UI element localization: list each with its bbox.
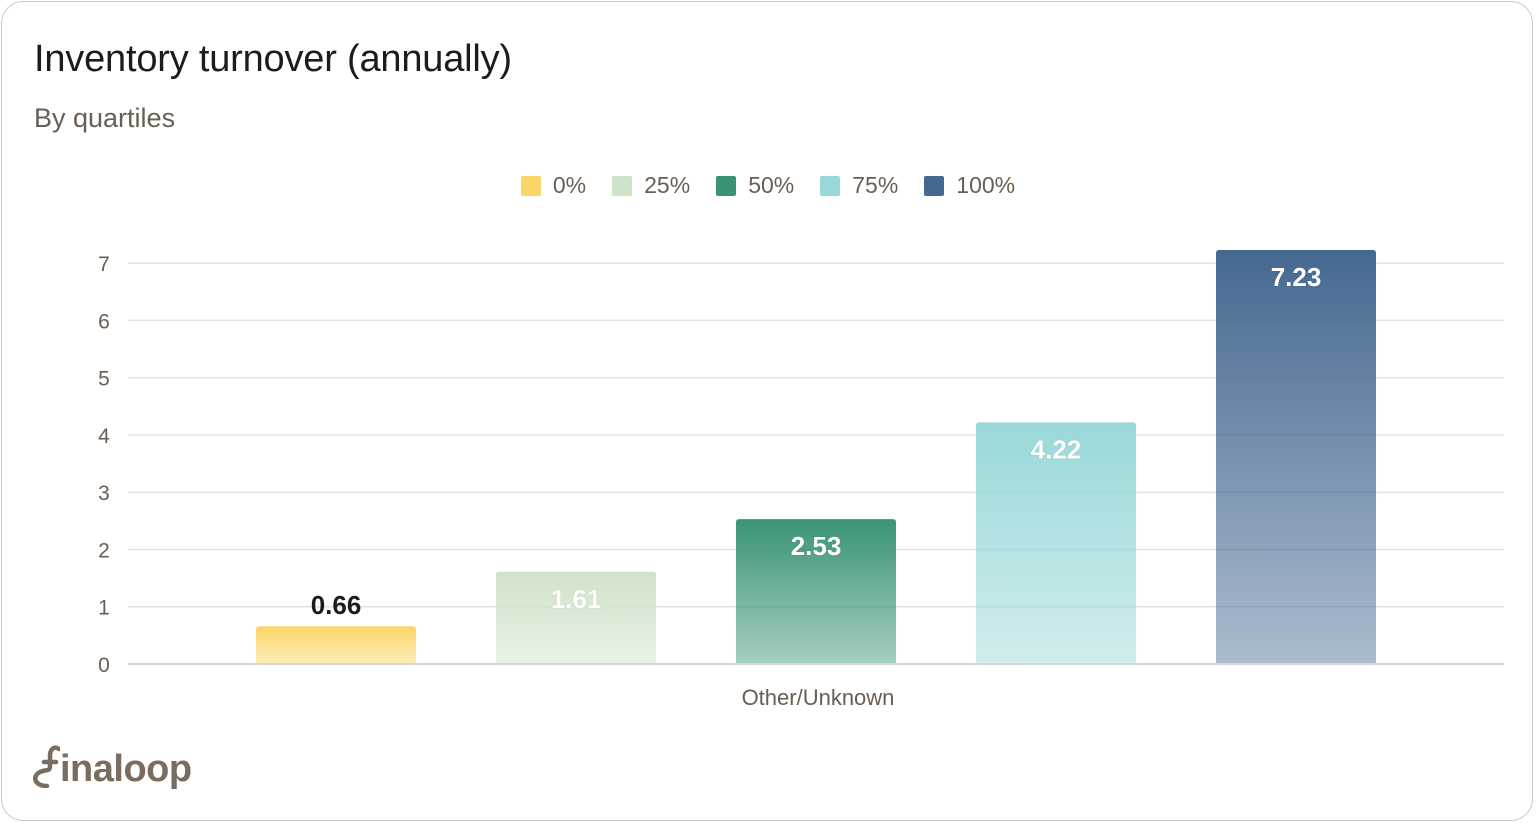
finaloop-logo: inaloop [30,742,192,788]
y-tick-label-5: 5 [98,368,110,391]
legend-swatch-0 [520,175,541,196]
legend-swatch-50 [716,175,737,196]
legend-item-25[interactable]: 25% [612,172,690,199]
legend-swatch-25 [612,175,633,196]
chart-title: Inventory turnover (annually) [34,38,512,80]
legend-label-50: 50% [748,172,795,198]
bar-0pct[interactable] [256,626,416,664]
data-label-75pct: 4.22 [1031,434,1082,464]
y-tick-label-0: 0 [98,654,110,677]
data-label-25pct: 1.61 [551,584,602,614]
legend-label-25: 25% [644,172,691,198]
legend-label-0: 0% [552,172,587,198]
bar-75pct[interactable] [976,422,1136,664]
x-category-label: Other/Unknown [742,685,895,710]
data-label-0pct: 0.66 [311,590,362,620]
legend-item-50[interactable]: 50% [716,172,794,199]
data-label-50pct: 2.53 [791,531,842,561]
legend-item-75[interactable]: 75% [820,172,898,199]
data-label-100pct: 7.23 [1271,262,1322,292]
y-tick-label-2: 2 [98,539,110,562]
legend-label-100: 100% [956,172,1016,198]
bar-50pct[interactable] [736,519,896,664]
legend-swatch-100 [924,175,945,196]
finaloop-logo-mark [33,745,60,788]
legend-item-0[interactable]: 0% [520,172,587,199]
y-tick-label-7: 7 [98,253,110,276]
chart-subtitle: By quartiles [34,103,176,133]
legend-label-75: 75% [852,172,899,198]
y-tick-label-1: 1 [98,597,110,620]
bar-100pct[interactable] [1216,250,1376,664]
y-tick-label-3: 3 [98,482,110,505]
legend-item-100[interactable]: 100% [924,172,1015,199]
y-tick-label-4: 4 [98,425,110,448]
legend-swatch-75 [820,175,841,196]
finaloop-logo-text: inaloop [60,748,192,790]
bar-25pct[interactable] [496,571,656,664]
chart-legend: 0% 25% 50% 75% 100% [0,172,1536,199]
y-tick-label-6: 6 [98,310,110,333]
